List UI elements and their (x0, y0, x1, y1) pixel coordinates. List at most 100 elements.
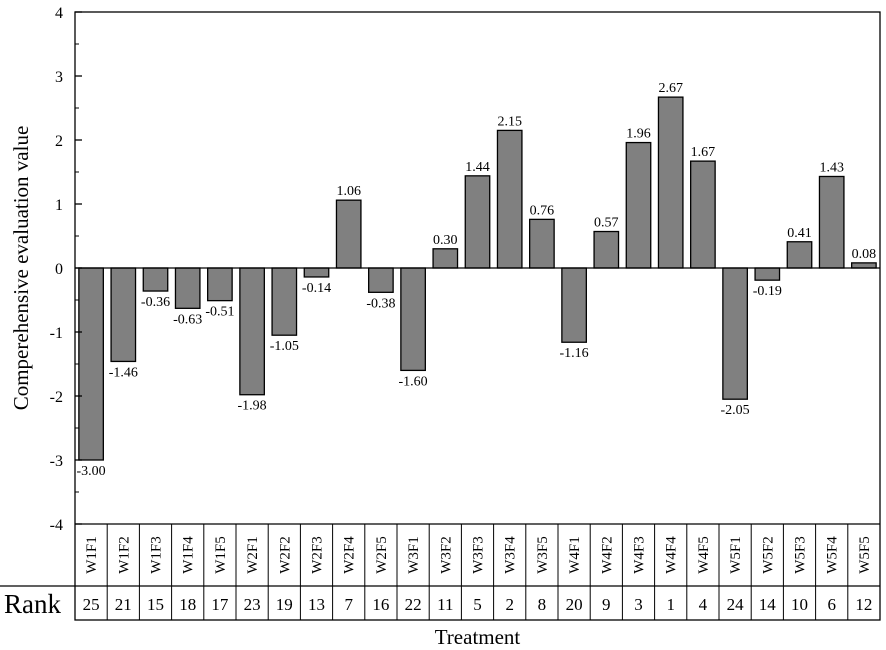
x-axis-label: Treatment (435, 625, 521, 649)
data-label: 0.30 (433, 233, 458, 248)
y-tick-label: 3 (55, 69, 63, 86)
plot-area: -3.00 -1.46 -0.36-0.63-0.51 -1.98 -1.05 -0.14… (0, 5, 881, 621)
data-label: 1.06 (336, 184, 361, 199)
category-label: W3F3 (471, 536, 487, 574)
category-label: W4F5 (696, 536, 712, 574)
category-label: W2F5 (374, 536, 390, 574)
data-label: -1.16 (560, 346, 589, 361)
bar (625, 141, 652, 269)
bar (271, 267, 298, 336)
rank-value: 23 (244, 595, 261, 614)
rank-value: 15 (147, 595, 164, 614)
bar (110, 267, 137, 363)
rank-value: 4 (699, 595, 708, 614)
data-label: -0.36 (141, 295, 170, 310)
category-label: W5F2 (760, 536, 776, 574)
bar (657, 96, 684, 269)
bar (529, 218, 555, 269)
category-label: W4F3 (632, 536, 648, 574)
bar (335, 199, 362, 269)
bar (464, 175, 491, 269)
rank-value: 18 (179, 595, 196, 614)
category-label: W2F3 (310, 536, 326, 574)
data-label: 0.57 (594, 216, 619, 231)
rank-value: 12 (855, 595, 872, 614)
data-label: -1.60 (399, 374, 428, 389)
data-label: 1.67 (691, 145, 716, 160)
category-label: W1F1 (84, 536, 100, 574)
category-label: W3F2 (438, 536, 454, 574)
bar (142, 267, 169, 292)
data-label: 0.41 (787, 226, 812, 241)
data-label: -0.14 (302, 281, 331, 296)
category-label: W3F5 (535, 536, 551, 574)
category-label: W1F2 (116, 536, 132, 574)
data-label: -0.51 (205, 305, 234, 320)
y-tick-label: 4 (55, 5, 63, 22)
y-tick-label: -1 (50, 325, 63, 342)
y-axis-label: Comperehensive evaluation value (9, 126, 33, 411)
data-label: 1.43 (819, 160, 844, 175)
data-label: -2.05 (721, 403, 750, 418)
bar (851, 262, 877, 269)
bar (432, 248, 459, 269)
rank-value: 19 (276, 595, 293, 614)
data-label: -0.63 (173, 312, 202, 327)
category-label: W5F4 (825, 536, 841, 574)
bar (593, 230, 620, 269)
rank-value: 21 (115, 595, 132, 614)
bar (786, 241, 813, 269)
bar (400, 267, 426, 372)
bar (239, 267, 265, 396)
bar (754, 267, 781, 281)
rank-value: 3 (634, 595, 643, 614)
category-label: W2F2 (277, 536, 293, 574)
data-label: -1.46 (109, 365, 138, 380)
category-label: W2F4 (342, 536, 358, 574)
rank-value: 13 (308, 595, 325, 614)
bar (78, 267, 104, 461)
data-label: -3.00 (77, 464, 106, 479)
rank-value: 10 (791, 595, 808, 614)
bar (722, 267, 748, 400)
rank-value: 1 (666, 595, 675, 614)
rank-value: 5 (473, 595, 482, 614)
data-label: -1.05 (270, 339, 299, 354)
category-label: W3F4 (503, 536, 519, 574)
rank-value: 7 (344, 595, 353, 614)
rank-value: 16 (372, 595, 389, 614)
bar (174, 267, 201, 309)
y-tick-label: -2 (50, 389, 63, 406)
data-label: -1.98 (238, 399, 267, 414)
bar (303, 267, 330, 278)
category-label: W5F5 (857, 536, 873, 574)
y-tick-label: -3 (50, 453, 63, 470)
bar (368, 267, 394, 293)
category-label: W4F2 (599, 536, 615, 574)
rank-value: 11 (437, 595, 453, 614)
bar (818, 175, 845, 269)
data-label: 0.08 (852, 247, 877, 262)
rank-value: 20 (566, 595, 583, 614)
category-label: W1F5 (213, 536, 229, 574)
plot-frame (74, 11, 881, 621)
data-label: -0.38 (366, 296, 395, 311)
rank-value: 25 (83, 595, 100, 614)
data-label: 2.67 (658, 81, 683, 96)
rank-value: 22 (405, 595, 422, 614)
rank-value: 14 (759, 595, 777, 614)
y-tick-label: 0 (55, 261, 63, 278)
bar (690, 160, 716, 269)
data-label: 1.96 (626, 127, 651, 142)
category-label: W1F4 (181, 536, 197, 574)
rank-value: 8 (538, 595, 547, 614)
data-label: 2.15 (497, 114, 522, 129)
rank-value: 9 (602, 595, 611, 614)
y-tick-label: -4 (50, 517, 63, 534)
category-label: W5F3 (793, 536, 809, 574)
bar (207, 267, 233, 302)
y-tick-label: 2 (55, 133, 63, 150)
rank-value: 24 (727, 595, 745, 614)
rank-value: 17 (211, 595, 229, 614)
